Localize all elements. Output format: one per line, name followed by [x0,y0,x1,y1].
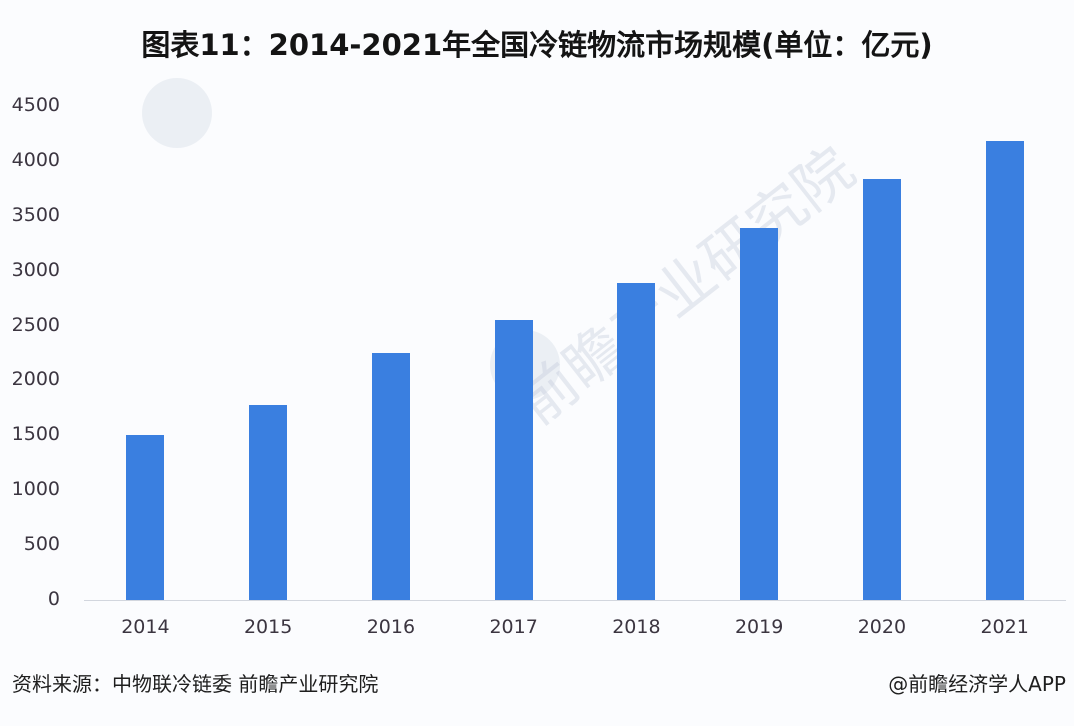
bar-2021 [985,140,1024,600]
bar-2014 [126,435,165,600]
x-axis-line [84,600,1066,601]
y-tick-label: 0 [47,588,60,610]
watermark-logo-icon [142,78,212,148]
watermark-text: 前瞻产业研究院 [505,134,867,438]
x-tick-label: 2018 [612,616,661,638]
x-tick-label: 2019 [734,616,784,638]
bar-2019 [740,227,779,600]
bar-2018 [617,283,656,600]
chart-title: 图表11：2014-2021年全国冷链物流市场规模(单位：亿元) [141,28,933,62]
source-note: 资料来源：中物联冷链委 前瞻产业研究院 [12,672,379,696]
credit-note: @前瞻经济学人APP [888,672,1066,696]
y-tick-label: 1000 [11,478,60,501]
y-tick-label: 2000 [11,368,60,391]
y-tick-label: 2500 [11,313,60,336]
x-tick-label: 2015 [243,616,293,638]
y-tick-label: 3000 [11,258,60,281]
y-tick-label: 3500 [11,203,60,226]
x-tick-label: 2014 [121,616,170,638]
x-tick-label: 2016 [366,616,416,638]
bar-2017 [494,320,533,600]
y-tick-label: 500 [23,533,60,556]
bar-2016 [371,353,410,600]
x-tick-label: 2020 [857,616,907,638]
y-tick-label: 4000 [11,148,60,171]
y-tick-label: 4500 [11,94,60,116]
bar-2020 [862,179,901,600]
y-tick-label: 1500 [11,423,60,446]
bar-2015 [249,405,288,600]
x-tick-label: 2017 [489,616,538,638]
x-tick-label: 2021 [980,616,1029,638]
